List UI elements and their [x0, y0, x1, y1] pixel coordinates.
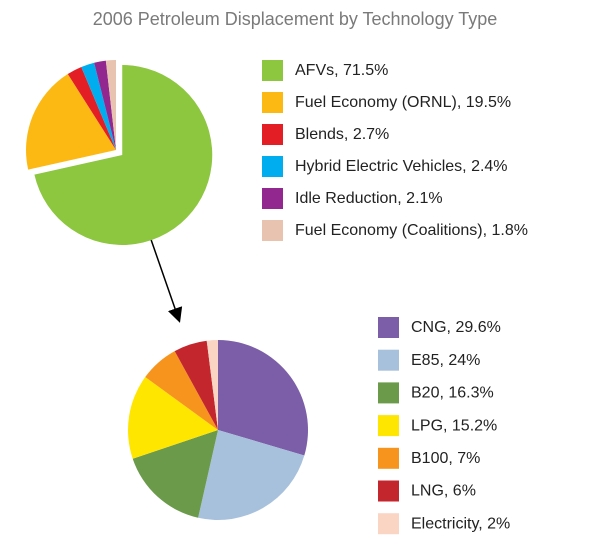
pie-slice [34, 65, 213, 246]
legend-swatch [378, 382, 399, 404]
pie-slice [94, 60, 116, 150]
legend-label: Electricity, 2% [411, 515, 510, 532]
pie-slice [132, 430, 218, 518]
pie-slice [26, 74, 116, 170]
legend-label: Hybrid Electric Vehicles, 2.4% [295, 158, 508, 175]
arrow [146, 227, 183, 323]
legend-swatch [378, 480, 399, 502]
legend-swatch [378, 447, 399, 469]
legend-swatch [262, 92, 283, 113]
legend-swatch [262, 220, 283, 241]
pie-slice [206, 340, 218, 430]
legend-label: AFVs, 71.5% [295, 62, 388, 79]
legend-label: LNG, 6% [411, 483, 476, 500]
legend-label: CNG, 29.6% [411, 319, 501, 336]
legend-swatch [378, 513, 399, 535]
legend-swatch [262, 188, 283, 209]
pie-slice [218, 340, 308, 456]
legend-label: E85, 24% [411, 352, 480, 369]
legend-swatch [378, 317, 399, 338]
legend-label: B100, 7% [411, 450, 480, 467]
pie-slice [145, 351, 218, 430]
pie-slice [81, 62, 116, 150]
chart-title: 2006 Petroleum Displacement by Technolog… [93, 9, 498, 29]
legend-label: B20, 16.3% [411, 385, 494, 402]
legend-label: Idle Reduction, 2.1% [295, 190, 443, 207]
legend-swatch [378, 415, 399, 437]
legend-swatch [262, 60, 283, 81]
pie-slice [174, 340, 218, 430]
pie-slice [198, 430, 305, 520]
pie-slice [128, 377, 218, 459]
legend-label: LPG, 15.2% [411, 417, 497, 434]
legend-label: Fuel Economy (Coalitions), 1.8% [295, 222, 528, 239]
legend-swatch [262, 156, 283, 177]
legend-label: Blends, 2.7% [295, 126, 389, 143]
pie-slice [67, 66, 116, 150]
pie-slice [105, 60, 116, 150]
legend-label: Fuel Economy (ORNL), 19.5% [295, 94, 511, 111]
legend-swatch [262, 124, 283, 145]
legend-swatch [378, 349, 399, 371]
